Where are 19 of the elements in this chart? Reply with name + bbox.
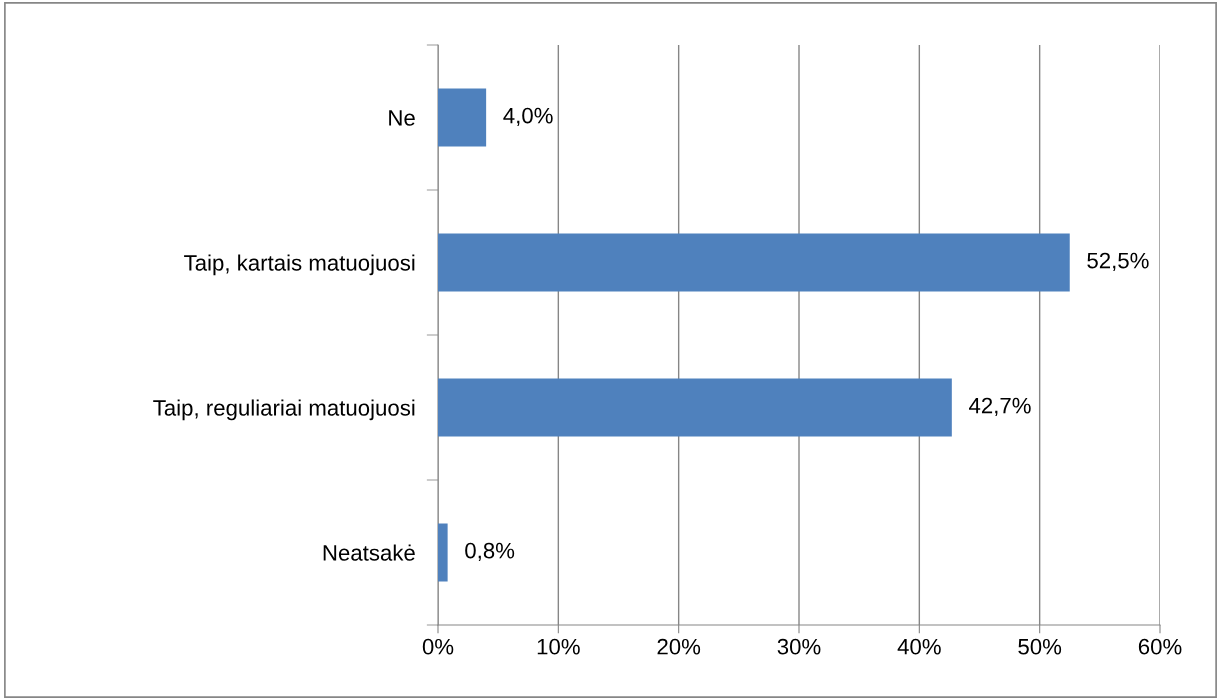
- y-tick-label: Taip, reguliariai matuojuosi: [153, 399, 415, 421]
- x-tick-label: 10%: [537, 638, 580, 655]
- y-tick-label: Ne: [389, 110, 415, 126]
- x-tick-label: 30%: [777, 638, 821, 655]
- x-tick-label: 40%: [897, 638, 941, 655]
- bar: [438, 88, 487, 147]
- bar: [438, 523, 448, 582]
- y-tick-label: Neatsakė: [323, 544, 415, 561]
- bar: [438, 233, 1070, 292]
- x-tick-label: 50%: [1018, 638, 1062, 655]
- x-tick-label: 20%: [657, 638, 701, 655]
- x-tick-label: 60%: [1138, 638, 1182, 655]
- data-label: 42,7%: [969, 397, 1031, 417]
- data-label: 0,8%: [465, 542, 515, 562]
- data-label: 4,0%: [503, 107, 553, 127]
- data-label: 52,5%: [1087, 252, 1149, 272]
- x-tick-label: 0%: [422, 638, 454, 655]
- y-tick-label: Taip, kartais matuojuosi: [184, 254, 415, 276]
- bar: [438, 378, 952, 437]
